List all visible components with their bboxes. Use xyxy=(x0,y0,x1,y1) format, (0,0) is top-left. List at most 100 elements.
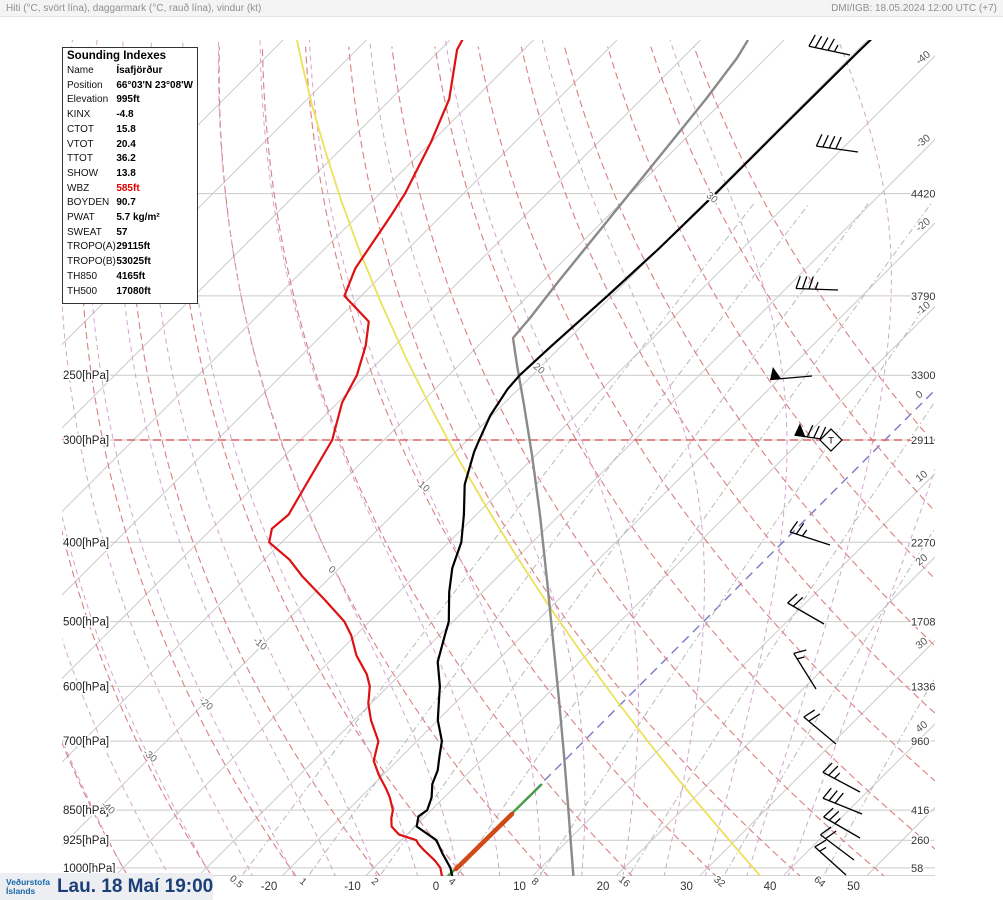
mixing-ratio-label-16: 16 xyxy=(616,874,632,890)
index-row-elevation: Elevation 995ft xyxy=(67,93,193,108)
height-label-400: 2270 xyxy=(911,537,935,549)
isotherm-line xyxy=(62,40,785,763)
barb-half xyxy=(814,281,819,290)
chart-legend-text: Hiti (°C, svört lína), daggarmark (°C, r… xyxy=(6,2,262,14)
dry-adiabat-line xyxy=(693,46,935,445)
wind-barb xyxy=(787,593,825,625)
barb-full xyxy=(822,787,832,799)
barb-full xyxy=(828,810,840,821)
wind-barb xyxy=(814,839,847,876)
barb-full xyxy=(808,276,814,290)
moist-adiabat-line xyxy=(669,40,788,876)
barb-full xyxy=(828,765,839,776)
wind-barb xyxy=(823,807,861,839)
moist-adiabat-line xyxy=(217,40,460,876)
barb-full xyxy=(819,426,827,440)
moist-adiabat-line xyxy=(87,40,295,876)
wind-barb xyxy=(795,276,839,291)
moist-adiabat-line xyxy=(444,40,639,876)
mixing-ratio-line-8 xyxy=(539,291,935,876)
mixing-ratio-label-8: 8 xyxy=(529,876,541,888)
dry-adiabat-line xyxy=(477,46,935,782)
index-value: 66°03'N 23°08'W xyxy=(116,79,193,91)
dry-adiabat-line xyxy=(563,46,935,647)
mixing-ratio-line-4 xyxy=(456,203,932,876)
index-value: 995ft xyxy=(116,94,140,106)
index-row-pwat: PWAT 5.7 kg/m² xyxy=(67,211,193,226)
isotherm-bottom-label--20: -20 xyxy=(261,881,278,893)
barb-full xyxy=(835,136,842,150)
barb-full xyxy=(828,790,838,802)
barb-full xyxy=(822,762,833,773)
indexes-table: Name Ísafjörður Position 66°03'N 23°08'W Ele… xyxy=(67,64,193,299)
dry-adiabat-line xyxy=(607,46,935,580)
tropopause-diamond-icon xyxy=(819,428,843,452)
pressure-axis-label-925: 925[hPa] xyxy=(63,835,109,847)
index-row-wbz: WBZ 585ft xyxy=(67,182,193,197)
wind-barb xyxy=(808,34,851,56)
barb-half xyxy=(801,529,808,537)
dry-adiabat-line xyxy=(0,47,48,886)
indexes-title: Sounding Indexes xyxy=(67,50,167,62)
index-label: BOYDEN xyxy=(67,197,110,209)
height-label-250: 3300 xyxy=(911,370,935,382)
dry-adiabat-label-0: 0 xyxy=(326,564,338,576)
pressure-axis-label-850: 850[hPa] xyxy=(63,805,109,817)
mixing-ratio-label-32: 32 xyxy=(711,874,727,890)
index-label: VTOT xyxy=(67,138,94,150)
pressure-axis-label-700: 700[hPa] xyxy=(63,736,109,748)
isotherm-line xyxy=(62,40,367,346)
moist-adiabat-line xyxy=(746,40,892,876)
barb-half xyxy=(833,772,841,779)
dry-adiabat-line xyxy=(650,46,935,513)
isotherm-line xyxy=(699,639,935,876)
barb-staff xyxy=(796,287,839,291)
gray-parcel-curve xyxy=(511,40,750,876)
isotherm-bottom-label-20: 20 xyxy=(597,881,610,893)
index-value: 5.7 kg/m² xyxy=(116,212,160,224)
isotherm-bottom-label-50: 50 xyxy=(847,881,860,893)
wind-barb xyxy=(820,826,855,861)
logo-line1: Veðurstofa xyxy=(6,876,50,887)
isotherm-right-label-0: 0 xyxy=(913,388,925,401)
barb-full xyxy=(801,276,808,289)
isotherm-right-label--40: -40 xyxy=(913,48,932,67)
moist-adiabat-line xyxy=(62,513,212,876)
wind-barb xyxy=(770,366,813,381)
barb-half xyxy=(834,817,841,824)
index-label: WBZ xyxy=(67,182,90,194)
isotherm-right-label-20: 20 xyxy=(913,552,930,569)
isotherm-bottom-label-0: 0 xyxy=(433,881,439,893)
dry-adiabat-label--30: -30 xyxy=(141,747,159,765)
moist-adiabat-line xyxy=(787,468,935,876)
barb-full xyxy=(822,135,829,148)
dry-adiabat-line xyxy=(434,46,935,850)
index-row-position: Position 66°03'N 23°08'W xyxy=(67,79,193,94)
wind-barb xyxy=(789,520,831,546)
index-label: Name xyxy=(67,65,94,76)
moist-adiabat-line xyxy=(308,40,542,876)
barb-full xyxy=(814,839,827,848)
met-office-logo-text: Veðurstofa Íslands xyxy=(6,876,50,896)
height-label-150: 4420 xyxy=(911,189,935,201)
height-label-700: 960 xyxy=(911,736,929,748)
index-label: SWEAT xyxy=(67,226,102,238)
barb-full xyxy=(803,709,816,718)
orange-layer-segment xyxy=(453,811,515,872)
dry-adiabat-label--20: -20 xyxy=(197,695,215,713)
mixing-ratio-line-16 xyxy=(628,400,935,876)
barb-full xyxy=(789,520,799,533)
isotherm-line xyxy=(281,222,935,876)
wind-barb xyxy=(822,762,861,793)
index-value: 13.8 xyxy=(116,167,136,179)
barb-full xyxy=(792,596,804,607)
barb-staff xyxy=(787,602,825,625)
isotherm-line xyxy=(62,40,451,429)
dry-adiabat-line xyxy=(348,46,801,876)
zero-isotherm-line xyxy=(448,389,935,876)
wind-barbs xyxy=(770,34,863,876)
index-label: TH500 xyxy=(67,285,98,297)
barb-half xyxy=(833,44,839,52)
barb-half xyxy=(819,846,827,852)
mixing-ratio-label-2: 2 xyxy=(369,876,381,888)
